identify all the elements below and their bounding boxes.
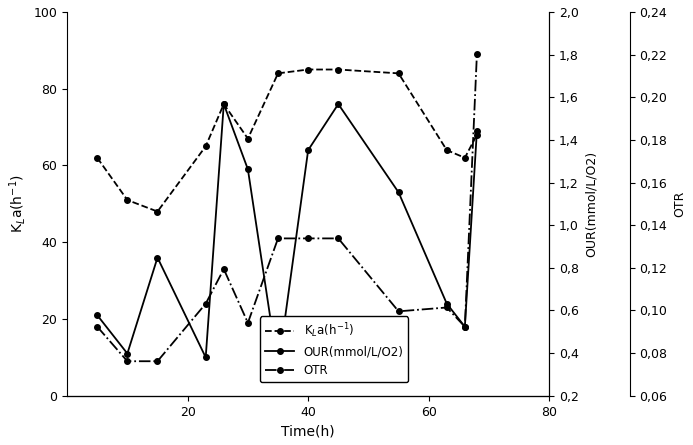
Y-axis label: OTR: OTR [673,190,686,217]
X-axis label: Time(h): Time(h) [281,424,335,438]
Legend: K$_L$a(h$^{-1}$), OUR(mmol/L/O2), OTR: K$_L$a(h$^{-1}$), OUR(mmol/L/O2), OTR [260,316,408,382]
Y-axis label: K$_L$a(h$^{-1}$): K$_L$a(h$^{-1}$) [7,174,28,233]
Y-axis label: OUR(mmol/L/O2): OUR(mmol/L/O2) [584,151,597,257]
